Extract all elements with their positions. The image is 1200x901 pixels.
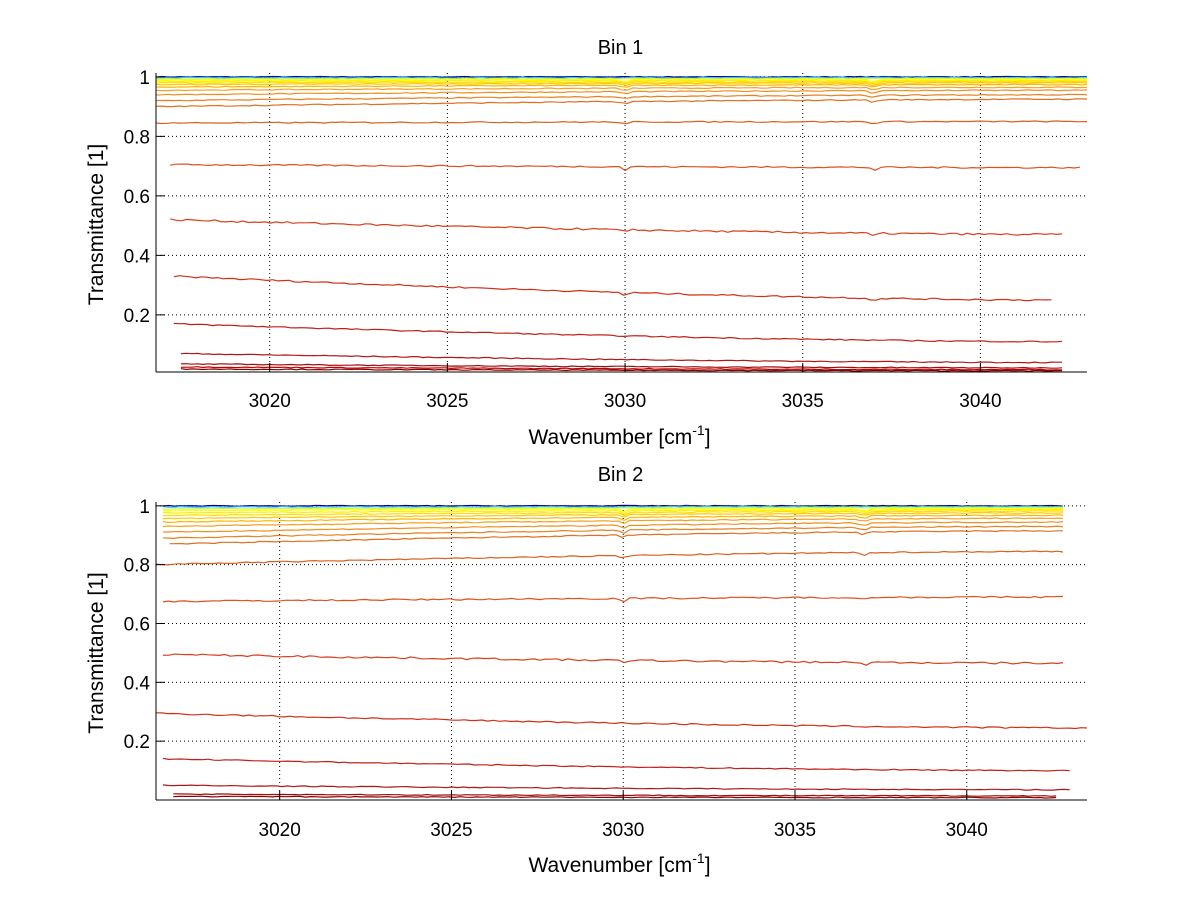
series-line-2 — [162, 505, 1064, 508]
series-line-18 — [180, 352, 1063, 364]
series-line-16 — [155, 712, 1088, 730]
series-line-11 — [156, 93, 1088, 102]
x-axis-label-text: Wavenumber [cm — [528, 854, 692, 877]
series-line-15 — [162, 653, 1064, 666]
series-line-15 — [170, 218, 1063, 237]
y-tick-label: 0.8 — [124, 127, 150, 148]
y-tick-label: 1 — [139, 497, 150, 518]
plot-2: 3020 3025 3030 3035 3040 0.2 0.4 0.6 0.8 1 Bin 2 Wa… — [85, 464, 1088, 877]
x-axis-label-bracket: ] — [705, 854, 711, 877]
x-axis-label: Wavenumber [cm-1] — [528, 850, 710, 877]
y-tick-label: 0.4 — [124, 246, 151, 267]
series-line-8 — [162, 514, 1064, 524]
series-line-14 — [162, 595, 1063, 603]
series-line-1 — [155, 75, 1088, 78]
series-line-9 — [162, 517, 1064, 528]
plot-1: 3020 3025 3030 3035 3040 0.2 0.4 0.6 0.8 1 Bin 1 Wa… — [85, 37, 1088, 449]
x-axis-label-superscript: -1 — [692, 422, 705, 438]
series-line-10 — [162, 521, 1064, 533]
series-line-11 — [162, 525, 1064, 540]
series-line-21 — [180, 368, 1063, 372]
y-tick-label: 1 — [139, 68, 150, 89]
series-line-20 — [173, 795, 1057, 799]
series-line-9 — [155, 86, 1087, 92]
x-tick-label: 3025 — [426, 391, 468, 412]
x-axis-label-bracket: ] — [705, 426, 711, 449]
y-tick-label: 0.6 — [124, 614, 150, 635]
series-line-14 — [170, 163, 1080, 172]
series-line-3 — [156, 77, 1088, 80]
series-line-20 — [180, 366, 1063, 371]
y-tick-label: 0.8 — [124, 556, 150, 577]
x-tick-label: 3025 — [430, 820, 472, 841]
series-line-12 — [155, 98, 1088, 108]
y-axis-label: Transmittance [1] — [85, 144, 108, 305]
x-tick-label: 3035 — [774, 820, 816, 841]
series-line-8 — [155, 83, 1088, 88]
plot-title: Bin 1 — [598, 37, 644, 59]
x-tick-label: 3030 — [602, 820, 644, 841]
y-tick-label: 0.6 — [124, 187, 150, 208]
x-tick-label: 3035 — [782, 391, 824, 412]
series-line-17 — [173, 322, 1063, 343]
series-line-5 — [155, 79, 1088, 84]
y-tick-label: 0.4 — [124, 673, 151, 694]
series-line-19 — [173, 793, 1057, 797]
x-axis-label-superscript: -1 — [692, 850, 705, 866]
x-tick-label: 3020 — [259, 820, 301, 841]
series-line-3 — [162, 506, 1064, 510]
series-line-18 — [162, 784, 1070, 791]
x-tick-label: 3030 — [604, 391, 646, 412]
series-line-16 — [173, 275, 1052, 302]
series-line-19 — [180, 363, 1063, 369]
x-axis-label: Wavenumber [cm-1] — [528, 422, 710, 449]
y-axis-label: Transmittance [1] — [85, 572, 108, 733]
y-tick-label: 0.2 — [124, 732, 150, 753]
series-line-1 — [162, 504, 1064, 507]
series-line-10 — [155, 89, 1088, 96]
series-line-7 — [162, 511, 1064, 520]
series-line-6 — [155, 80, 1088, 85]
series-line-13 — [155, 550, 1064, 566]
x-tick-label: 3020 — [249, 391, 291, 412]
series-line-5 — [162, 508, 1064, 515]
series-line-4 — [162, 507, 1063, 513]
series-line-12 — [169, 529, 1063, 545]
y-tick-label: 0.2 — [124, 306, 150, 327]
series-line-6 — [162, 510, 1064, 517]
series-line-7 — [155, 81, 1088, 87]
x-tick-label: 3040 — [959, 391, 1001, 412]
series-line-13 — [155, 120, 1088, 125]
series-line-17 — [162, 757, 1070, 772]
x-tick-label: 3040 — [946, 820, 988, 841]
x-axis-label-text: Wavenumber [cm — [528, 426, 692, 449]
plot-title: Bin 2 — [598, 464, 644, 486]
